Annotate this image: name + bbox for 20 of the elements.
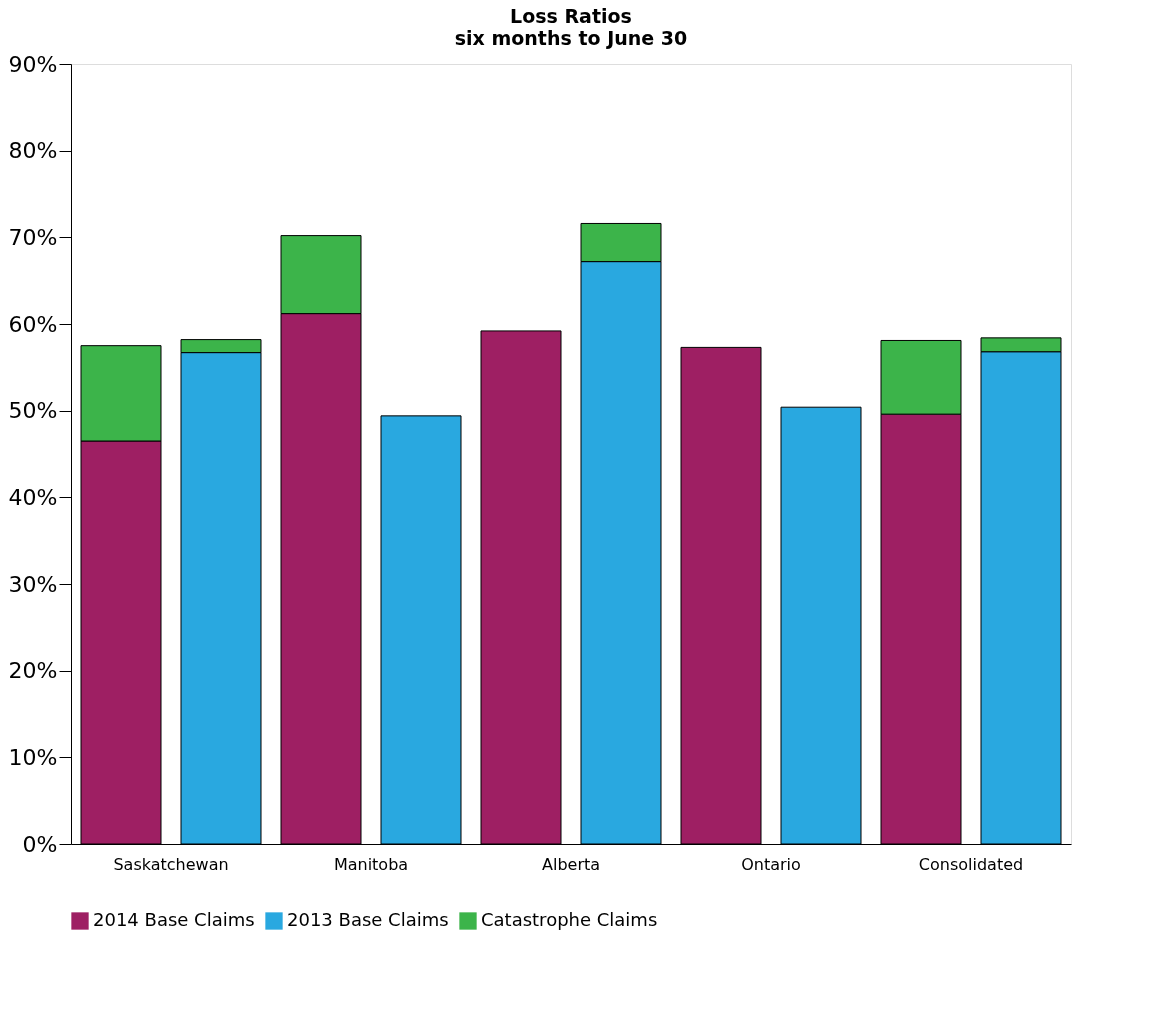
y-tick-label: 60% xyxy=(8,311,58,337)
legend-label: Catastrophe Claims xyxy=(481,909,658,930)
y-tick-label: 50% xyxy=(8,398,58,424)
chart-title: Loss Ratios xyxy=(510,5,632,27)
x-tick-label: Ontario xyxy=(741,854,801,874)
legend-label: 2013 Base Claims xyxy=(287,909,449,930)
x-tick-label: Saskatchewan xyxy=(113,854,229,874)
y-tick-label: 10% xyxy=(8,744,58,770)
chart-subtitle: six months to June 30 xyxy=(454,27,688,49)
x-tick-label: Manitoba xyxy=(333,854,409,874)
y-tick-label: 30% xyxy=(8,571,58,597)
y-tick-label: 80% xyxy=(8,138,58,164)
y-tick-label: 90% xyxy=(8,51,58,77)
x-tick-label: Alberta xyxy=(541,854,601,874)
y-tick-label: 20% xyxy=(8,658,58,684)
x-tick-label: Consolidated xyxy=(918,854,1024,874)
y-tick-label: 0% xyxy=(22,831,58,857)
legend-label: 2014 Base Claims xyxy=(93,909,255,930)
y-tick-label: 40% xyxy=(8,484,58,510)
y-tick-label: 70% xyxy=(8,224,58,250)
